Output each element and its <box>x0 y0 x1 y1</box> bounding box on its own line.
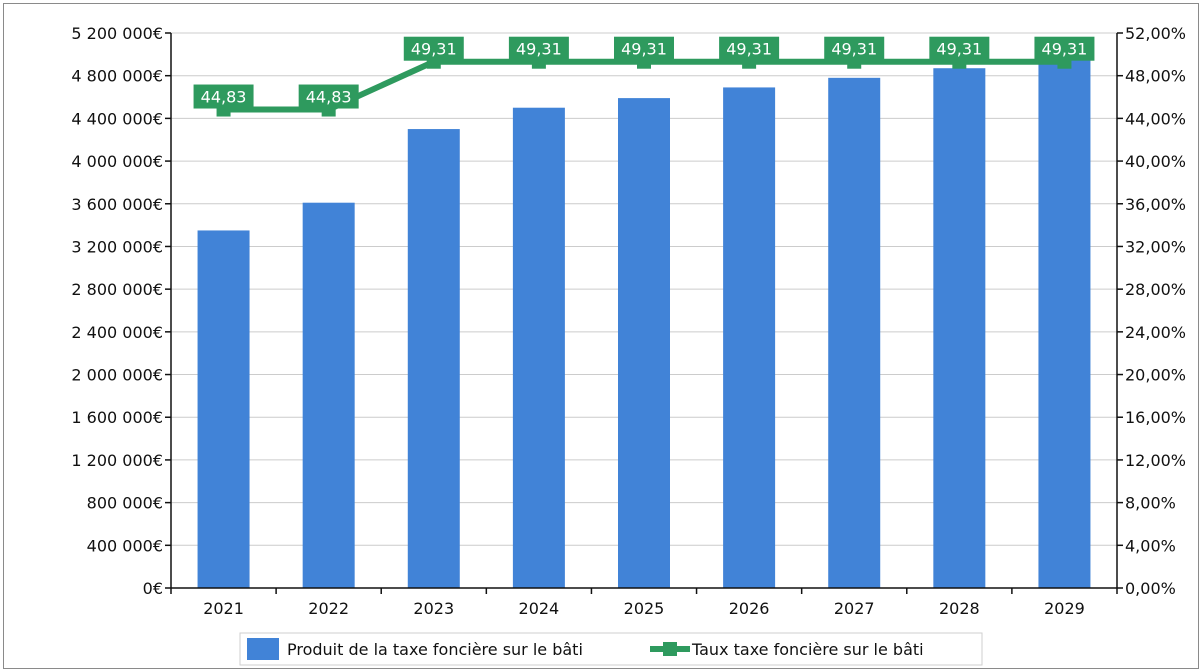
x-tick-label: 2027 <box>834 599 875 618</box>
y-right-tick-label: 40,00% <box>1125 152 1186 171</box>
y-left-tick-label: 1 600 000€ <box>71 408 163 427</box>
bar <box>198 230 250 588</box>
x-tick-label: 2024 <box>519 599 560 618</box>
data-label: 49,31 <box>831 40 877 59</box>
y-right-tick-label: 20,00% <box>1125 366 1186 385</box>
y-right-tick-label: 8,00% <box>1125 494 1176 513</box>
x-tick-label: 2022 <box>308 599 349 618</box>
y-right-tick-label: 16,00% <box>1125 408 1186 427</box>
legend-label: Produit de la taxe foncière sur le bâti <box>287 640 583 659</box>
y-left-tick-label: 400 000€ <box>87 536 163 555</box>
y-left-tick-label: 2 000 000€ <box>71 366 163 385</box>
data-label: 49,31 <box>936 40 982 59</box>
y-left-tick-label: 4 000 000€ <box>71 152 163 171</box>
y-right-tick-label: 36,00% <box>1125 195 1186 214</box>
x-tick-label: 2021 <box>203 599 244 618</box>
y-left-tick-label: 800 000€ <box>87 494 163 513</box>
bar <box>513 108 565 588</box>
bar <box>933 68 985 588</box>
bar <box>828 78 880 588</box>
data-label: 49,31 <box>726 40 772 59</box>
y-left-tick-label: 3 600 000€ <box>71 195 163 214</box>
bar <box>618 98 670 588</box>
y-left-tick-label: 4 800 000€ <box>71 67 163 86</box>
legend-label: Taux taxe foncière sur le bâti <box>691 640 924 659</box>
y-right-tick-label: 12,00% <box>1125 451 1186 470</box>
y-left-tick-label: 2 800 000€ <box>71 280 163 299</box>
y-right-tick-label: 32,00% <box>1125 237 1186 256</box>
data-label: 49,31 <box>621 40 667 59</box>
data-label: 44,83 <box>201 88 247 107</box>
bar <box>408 129 460 588</box>
legend-swatch-bar <box>247 638 279 660</box>
x-tick-label: 2029 <box>1044 599 1085 618</box>
y-left-tick-label: 0€ <box>143 579 163 598</box>
y-right-tick-label: 24,00% <box>1125 323 1186 342</box>
y-right-tick-label: 4,00% <box>1125 536 1176 555</box>
y-left-tick-label: 4 400 000€ <box>71 109 163 128</box>
x-tick-label: 2025 <box>624 599 665 618</box>
data-label: 49,31 <box>1042 40 1088 59</box>
bar <box>303 203 355 588</box>
data-label: 49,31 <box>516 40 562 59</box>
y-left-tick-label: 1 200 000€ <box>71 451 163 470</box>
data-label: 44,83 <box>306 88 352 107</box>
y-right-tick-label: 0,00% <box>1125 579 1176 598</box>
y-left-tick-label: 2 400 000€ <box>71 323 163 342</box>
legend-swatch-marker <box>663 642 677 656</box>
y-left-tick-label: 3 200 000€ <box>71 237 163 256</box>
y-right-tick-label: 52,00% <box>1125 24 1186 43</box>
y-right-tick-label: 28,00% <box>1125 280 1186 299</box>
x-tick-label: 2028 <box>939 599 980 618</box>
y-right-tick-label: 48,00% <box>1125 67 1186 86</box>
y-left-tick-label: 5 200 000€ <box>71 24 163 43</box>
x-tick-label: 2026 <box>729 599 770 618</box>
x-tick-label: 2023 <box>413 599 454 618</box>
y-right-tick-label: 44,00% <box>1125 109 1186 128</box>
bar <box>1038 59 1090 588</box>
data-label: 49,31 <box>411 40 457 59</box>
bar <box>723 87 775 588</box>
